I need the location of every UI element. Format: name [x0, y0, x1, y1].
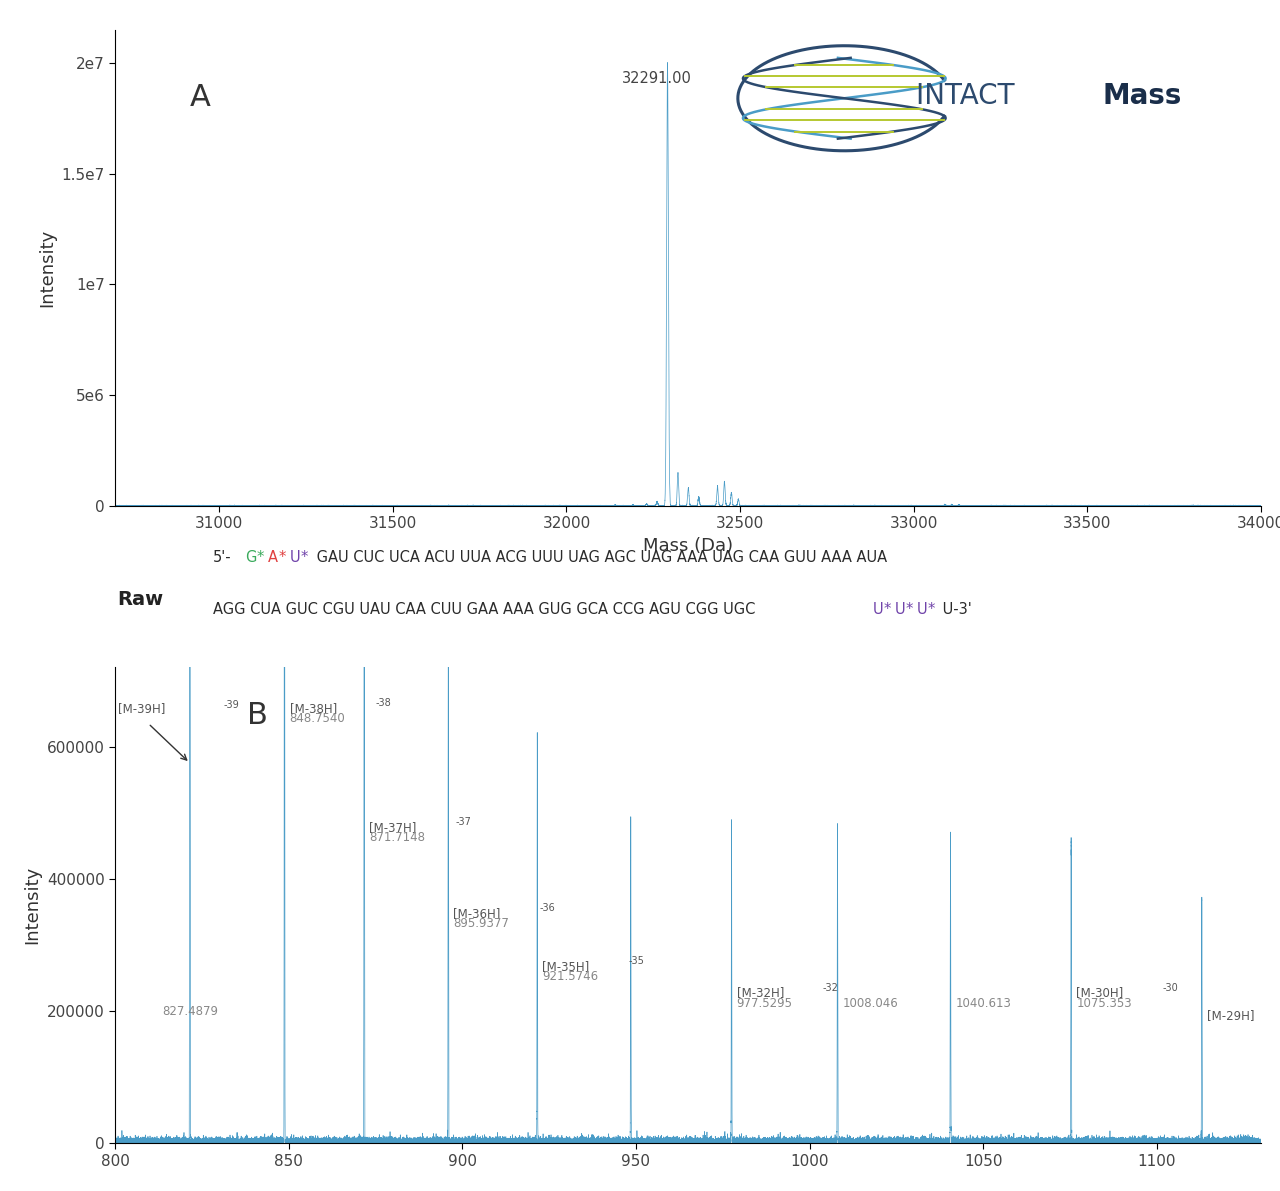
Text: -32: -32 — [823, 983, 838, 992]
Text: *: * — [883, 603, 891, 617]
Text: *: * — [256, 550, 264, 565]
Text: [M-29H]: [M-29H] — [1207, 1009, 1254, 1022]
Text: 921.5746: 921.5746 — [543, 971, 599, 984]
Text: INTACT: INTACT — [915, 82, 1023, 110]
Text: A: A — [189, 83, 210, 112]
Text: Mass: Mass — [1102, 82, 1181, 110]
Text: 848.7540: 848.7540 — [289, 712, 346, 725]
Text: 1075.353: 1075.353 — [1076, 997, 1132, 1010]
Text: U: U — [895, 603, 905, 617]
Text: [M-30H]: [M-30H] — [1076, 986, 1124, 999]
Text: -36: -36 — [540, 903, 556, 913]
Text: 32291.00: 32291.00 — [622, 71, 692, 86]
Text: -37: -37 — [456, 817, 471, 828]
Text: *: * — [279, 550, 285, 565]
Text: Raw: Raw — [118, 590, 164, 609]
Text: [M-35H]: [M-35H] — [543, 960, 590, 973]
Text: [M-38H]: [M-38H] — [289, 701, 337, 715]
Text: U: U — [289, 550, 301, 565]
Text: B: B — [247, 701, 268, 730]
Text: U-3': U-3' — [938, 603, 973, 617]
Text: -39: -39 — [224, 700, 239, 710]
Text: A: A — [268, 550, 278, 565]
Text: [M-37H]: [M-37H] — [370, 821, 417, 834]
Text: 871.7148: 871.7148 — [370, 831, 425, 844]
Text: U: U — [873, 603, 883, 617]
Text: -30: -30 — [1162, 983, 1179, 992]
Text: *: * — [905, 603, 913, 617]
Text: [M-36H]: [M-36H] — [453, 906, 500, 919]
Text: 827.4879: 827.4879 — [161, 1005, 218, 1017]
Text: [M-32H]: [M-32H] — [737, 986, 785, 999]
Y-axis label: Intensity: Intensity — [38, 229, 56, 307]
Text: 895.9377: 895.9377 — [453, 917, 509, 930]
Text: [M-39H]: [M-39H] — [118, 703, 165, 716]
Text: -38: -38 — [376, 698, 392, 709]
Text: 5'-: 5'- — [212, 550, 232, 565]
X-axis label: Mass (Da): Mass (Da) — [643, 537, 733, 555]
Text: -35: -35 — [628, 956, 645, 966]
Text: 1040.613: 1040.613 — [956, 997, 1011, 1010]
Text: U: U — [916, 603, 927, 617]
Text: AGG CUA GUC CGU UAU CAA CUU GAA AAA GUG GCA CCG AGU CGG UGC: AGG CUA GUC CGU UAU CAA CUU GAA AAA GUG … — [212, 603, 759, 617]
Text: 977.5295: 977.5295 — [737, 997, 792, 1010]
Text: *: * — [928, 603, 934, 617]
Text: GAU CUC UCA ACU UUA ACG UUU UAG AGC UAG AAA UAG CAA GUU AAA AUA: GAU CUC UCA ACU UUA ACG UUU UAG AGC UAG … — [311, 550, 887, 565]
Text: G: G — [246, 550, 257, 565]
Text: *: * — [301, 550, 308, 565]
Text: 1008.046: 1008.046 — [842, 997, 899, 1010]
Y-axis label: Intensity: Intensity — [23, 866, 41, 944]
